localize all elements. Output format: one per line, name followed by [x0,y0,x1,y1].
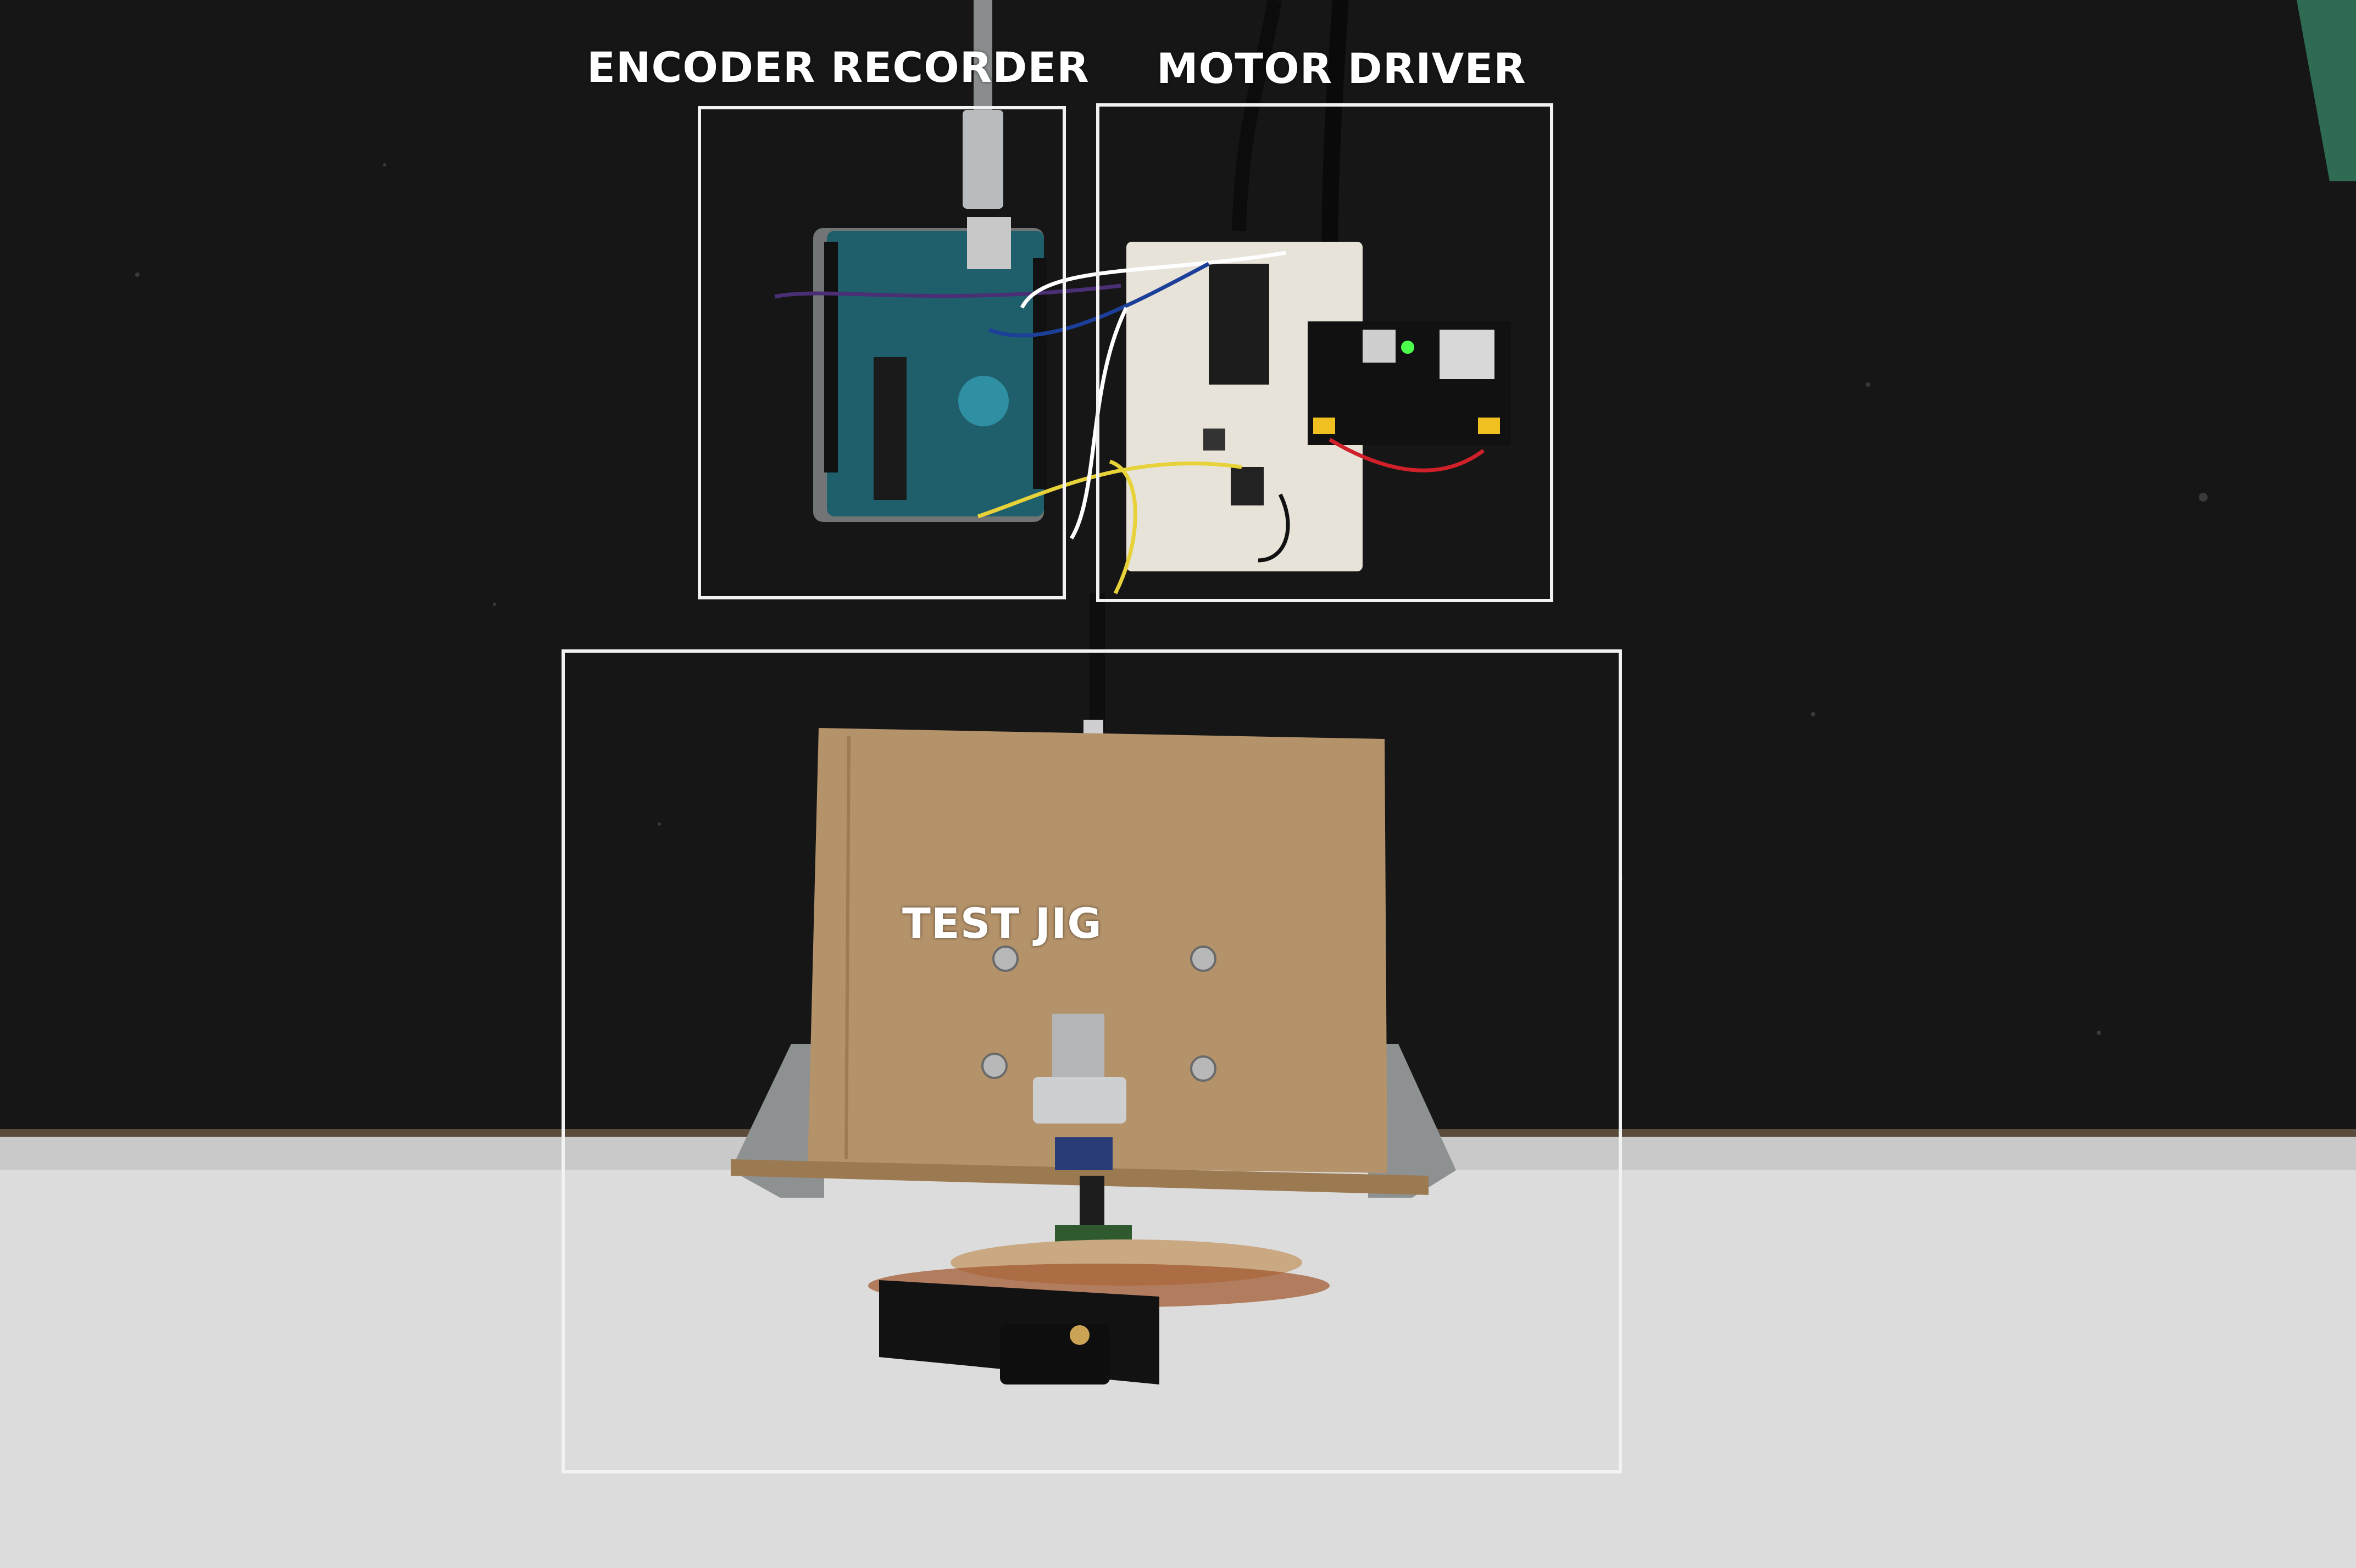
arduino-board [813,217,1047,522]
motor [1033,1014,1132,1255]
right-bracket [1368,1044,1456,1198]
screws [981,946,1216,1082]
test-jig-label: TEST JIG [902,899,1102,948]
motor-driver-box [1096,103,1553,602]
test-jig-box [562,649,1622,1474]
motor-driver-label: MOTOR DRIVER [1157,44,1526,93]
left-bracket [731,1044,824,1198]
encoder-recorder-box [698,106,1066,599]
ribbon-cable [1090,593,1105,731]
power-module [1308,321,1511,445]
floor [0,1137,2356,1568]
encoder-recorder-label: ENCODER RECORDER [587,43,1090,92]
breadboard [1126,242,1363,571]
hardboard-panel [808,728,1387,1173]
battery-holder [879,1280,1159,1384]
green-tool [2297,0,2356,181]
usb-cable [974,0,992,115]
jumper-wires [774,251,1485,594]
